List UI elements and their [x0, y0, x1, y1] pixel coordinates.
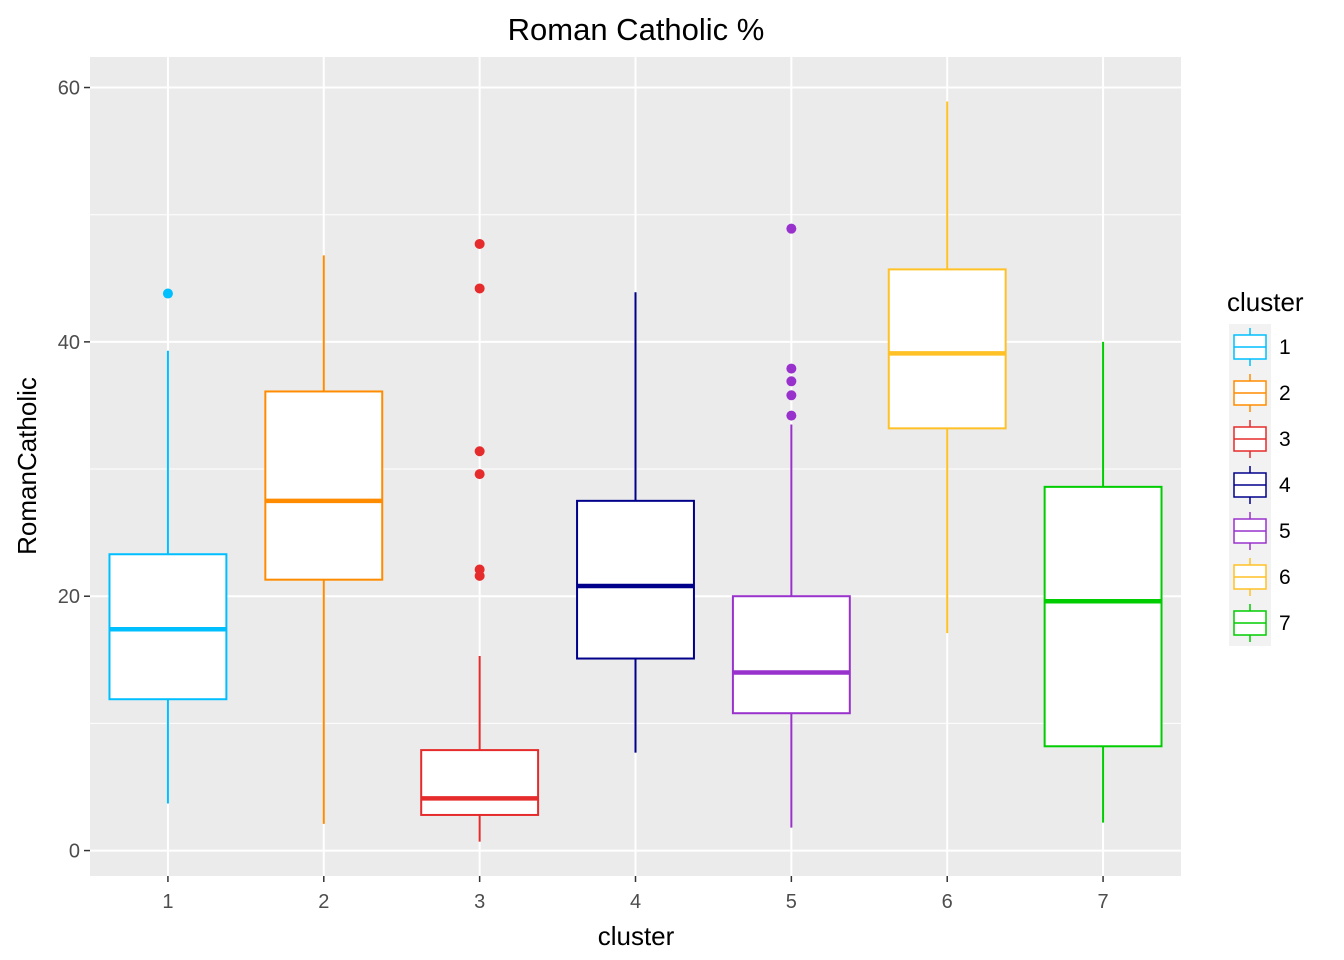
legend-item-1: 1 — [1229, 324, 1291, 370]
outlier-point — [786, 376, 797, 387]
outlier-point — [474, 283, 485, 294]
y-axis-title: RomanCatholic — [12, 377, 42, 555]
legend-label: 6 — [1279, 566, 1291, 589]
x-tick-label: 2 — [318, 891, 329, 913]
iqr-box — [576, 499, 695, 660]
legend-label: 7 — [1279, 612, 1291, 635]
outlier-point — [786, 410, 797, 421]
outlier-point — [474, 446, 485, 457]
box-cluster-4 — [576, 292, 695, 753]
x-tick-label: 6 — [942, 891, 953, 913]
box-cluster-6 — [887, 101, 1007, 634]
box-cluster-1 — [108, 288, 228, 804]
x-tick-label: 7 — [1098, 891, 1109, 913]
box-cluster-2 — [264, 255, 384, 824]
outlier-point — [786, 363, 797, 374]
outlier-point — [474, 570, 485, 581]
y-tick-label: 0 — [69, 841, 80, 863]
legend-label: 3 — [1279, 428, 1291, 451]
iqr-box — [108, 553, 228, 701]
iqr-box — [887, 268, 1007, 430]
x-tick-label: 1 — [162, 891, 173, 913]
y-axis: 0 20 40 60 — [58, 78, 90, 863]
outlier-point — [474, 238, 485, 249]
legend-item-4: 4 — [1229, 462, 1291, 508]
legend-item-5: 5 — [1229, 508, 1291, 554]
y-tick-label: 60 — [58, 78, 80, 100]
legend-label: 5 — [1279, 520, 1291, 543]
x-tick-label: 5 — [786, 891, 797, 913]
legend-label: 1 — [1279, 336, 1291, 359]
iqr-box — [420, 749, 540, 816]
legend-item-7: 7 — [1229, 600, 1291, 646]
outlier-point — [162, 288, 173, 299]
x-axis-title: cluster — [598, 921, 675, 951]
legend-item-3: 3 — [1229, 416, 1291, 462]
box-cluster-7 — [1043, 341, 1163, 823]
x-tick-label: 4 — [630, 891, 641, 913]
legend-title: cluster — [1227, 287, 1304, 317]
box-cluster-3 — [420, 238, 540, 842]
legend-item-6: 6 — [1229, 554, 1291, 600]
x-axis: 1 2 3 4 5 6 7 — [162, 876, 1109, 913]
y-tick-label: 40 — [58, 332, 80, 354]
outlier-point — [474, 469, 485, 480]
x-tick-label: 3 — [474, 891, 485, 913]
outlier-point — [786, 223, 797, 234]
legend-label: 2 — [1279, 382, 1291, 405]
iqr-box — [731, 595, 851, 715]
box-series — [108, 101, 1163, 842]
legend-label: 4 — [1279, 474, 1291, 497]
legend: cluster 1 2 3 4 5 6 7 — [1227, 287, 1304, 646]
iqr-box — [1043, 485, 1163, 748]
outlier-point — [786, 390, 797, 401]
legend-item-2: 2 — [1229, 370, 1291, 416]
chart-title: Roman Catholic % — [508, 12, 765, 47]
box-cluster-5 — [731, 223, 851, 828]
iqr-box — [264, 390, 384, 581]
y-tick-label: 20 — [58, 586, 80, 608]
